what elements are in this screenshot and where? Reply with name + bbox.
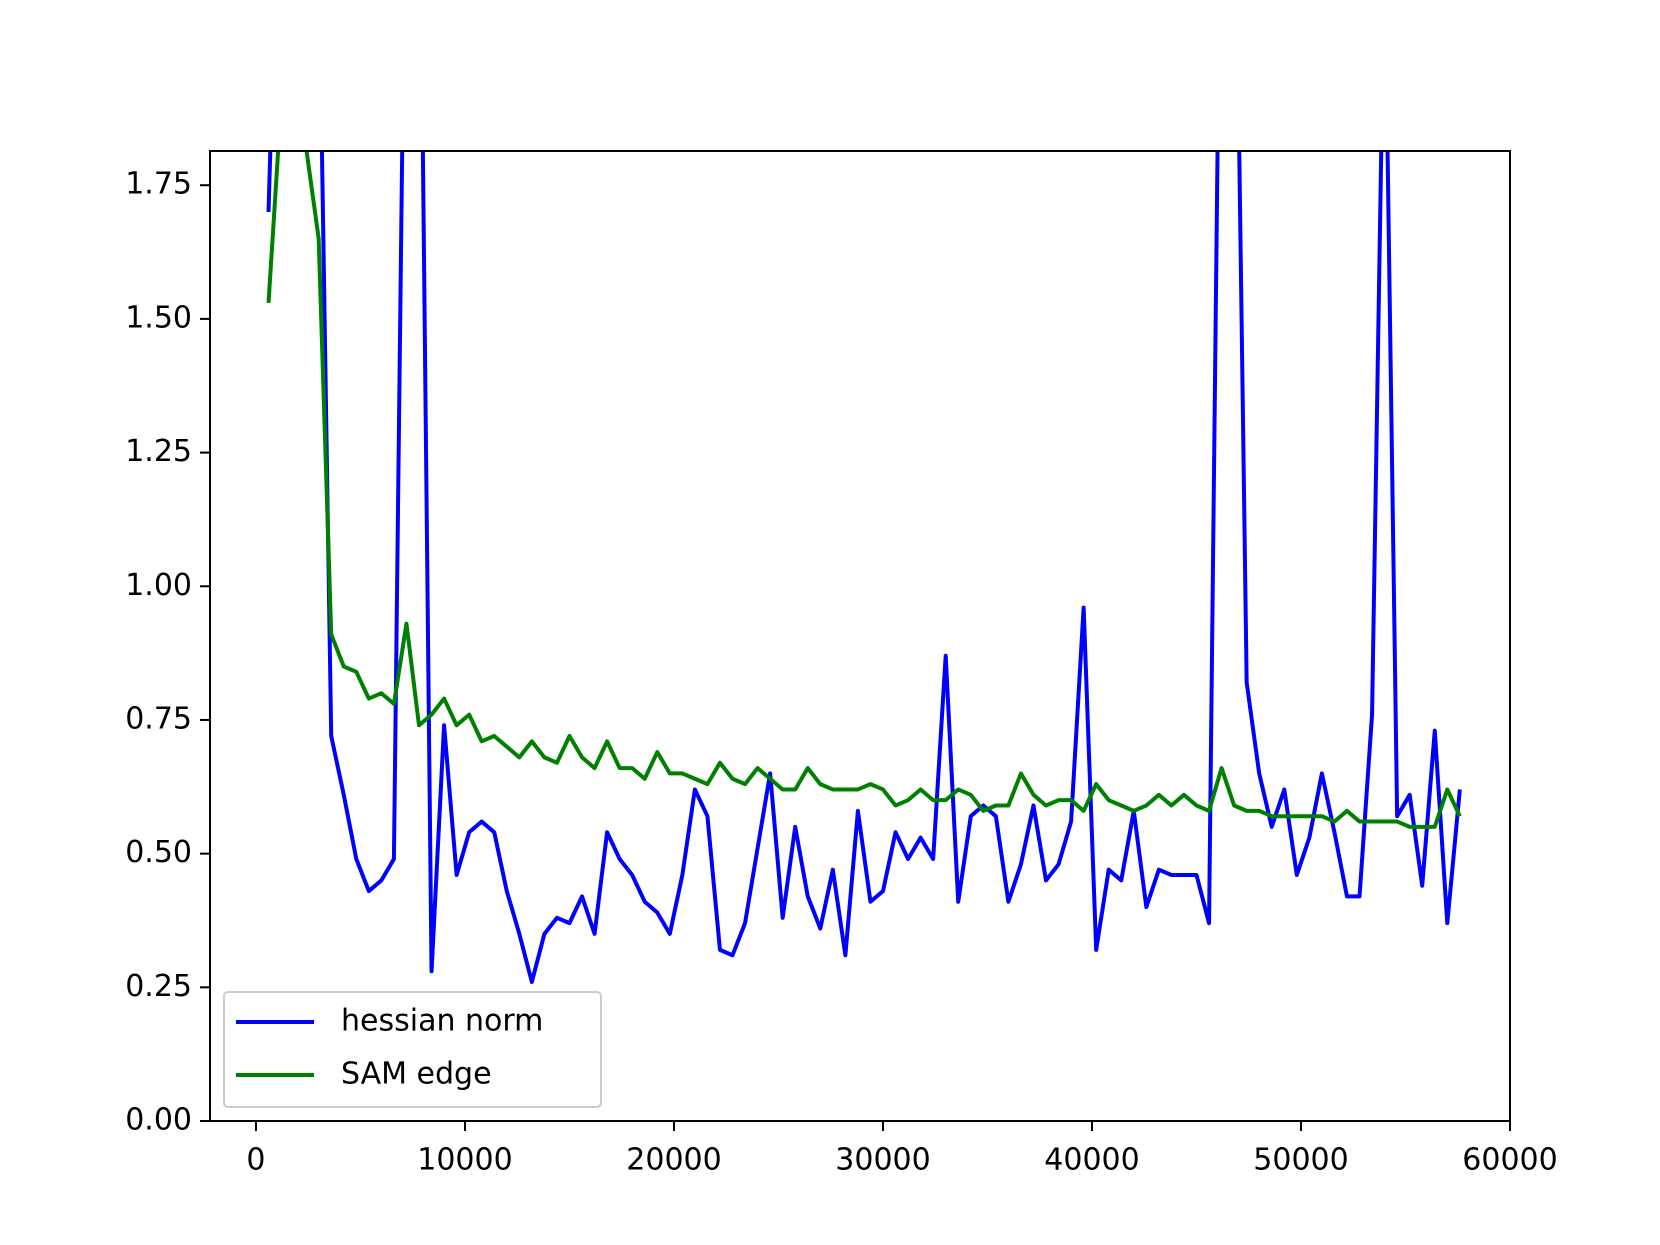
x-tick-label: 60000 (1462, 1143, 1557, 1178)
y-tick-label: 0.50 (125, 835, 192, 870)
y-tick-label: 1.25 (125, 434, 192, 469)
legend-label: SAM edge (341, 1057, 492, 1092)
x-tick-label: 40000 (1044, 1143, 1139, 1178)
y-tick-label: 0.25 (125, 969, 192, 1004)
y-tick-label: 1.50 (125, 300, 192, 335)
legend-label: hessian norm (341, 1004, 543, 1039)
x-tick-label: 50000 (1253, 1143, 1348, 1178)
line-series (266, 151, 1462, 829)
y-tick-label: 1.75 (125, 167, 192, 202)
plot-frame (209, 150, 1511, 1122)
x-tick-label: 20000 (626, 1143, 721, 1178)
y-tick-label: 0.00 (125, 1103, 192, 1138)
x-tick-label: 30000 (835, 1143, 930, 1178)
y-tick-label: 1.00 (125, 568, 192, 603)
x-tick-label: 10000 (417, 1143, 512, 1178)
legend-box (223, 991, 602, 1108)
plot-area (266, 151, 1462, 984)
x-tick-label: 0 (246, 1143, 265, 1178)
line-series (266, 151, 1462, 984)
y-tick-label: 0.75 (125, 701, 192, 736)
